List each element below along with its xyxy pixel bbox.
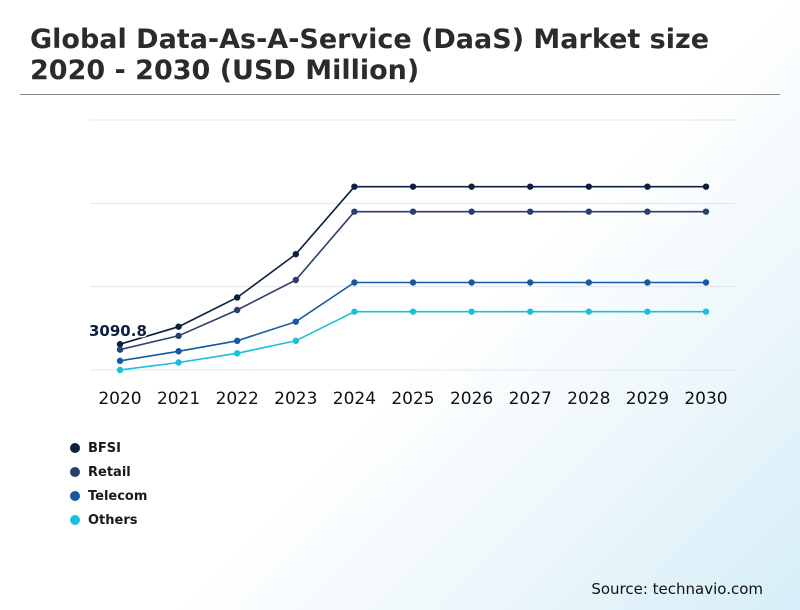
data-point-others-2026[interactable] — [468, 308, 475, 315]
x-tick-label: 2030 — [684, 389, 727, 409]
data-point-bfsi-2026[interactable] — [468, 183, 475, 190]
annotations: 3090.8 — [88, 321, 149, 342]
x-tick-label: 2021 — [157, 389, 200, 409]
data-point-retail-2026[interactable] — [468, 208, 475, 215]
data-point-retail-2022[interactable] — [234, 306, 241, 314]
data-point-bfsi-2028[interactable] — [585, 183, 592, 190]
x-tick-label: 2025 — [391, 389, 434, 409]
data-point-bfsi-2020[interactable] — [116, 341, 124, 348]
data-point-others-2023[interactable] — [292, 337, 299, 345]
data-point-retail-2028[interactable] — [585, 208, 592, 215]
legend-label: Others — [88, 512, 138, 528]
data-point-others-2027[interactable] — [527, 308, 534, 315]
data-point-retail-2025[interactable] — [409, 208, 417, 215]
data-point-others-2021[interactable] — [175, 359, 182, 366]
data-point-telecom-2023[interactable] — [292, 318, 299, 325]
x-tick-label: 2020 — [98, 389, 141, 409]
data-point-bfsi-2021[interactable] — [175, 323, 182, 330]
data-point-retail-2023[interactable] — [292, 276, 299, 284]
data-point-bfsi-2030[interactable] — [702, 183, 710, 190]
data-point-others-2028[interactable] — [585, 308, 592, 315]
data-point-others-2024[interactable] — [351, 308, 358, 315]
legend-marker — [70, 491, 80, 501]
legend-marker — [70, 443, 80, 453]
data-point-bfsi-2022[interactable] — [234, 294, 241, 301]
data-point-retail-2030[interactable] — [702, 208, 710, 215]
legend-item-retail[interactable]: Retail — [70, 460, 147, 484]
legend-label: BFSI — [88, 440, 121, 456]
series-line-others[interactable] — [119, 310, 706, 371]
data-point-bfsi-2027[interactable] — [527, 183, 534, 190]
gridlines — [90, 119, 736, 371]
x-tick-label: 2028 — [567, 389, 610, 409]
data-point-telecom-2028[interactable] — [585, 279, 592, 286]
data-point-telecom-2024[interactable] — [351, 279, 358, 286]
legend-item-others[interactable]: Others — [70, 508, 147, 532]
x-tick-label: 2022 — [216, 389, 259, 409]
data-point-telecom-2027[interactable] — [527, 279, 534, 286]
title-divider — [20, 94, 780, 95]
data-point-others-2022[interactable] — [234, 350, 241, 357]
data-label: 3090.8 — [89, 322, 147, 340]
legend-marker — [70, 515, 80, 525]
data-point-bfsi-2029[interactable] — [644, 183, 651, 190]
series-line-telecom[interactable] — [119, 281, 706, 362]
data-point-telecom-2030[interactable] — [702, 279, 710, 286]
data-point-others-2020[interactable] — [116, 366, 124, 374]
data-point-bfsi-2025[interactable] — [409, 183, 417, 190]
data-point-telecom-2026[interactable] — [468, 279, 475, 286]
x-tick-label: 2024 — [333, 389, 376, 409]
chart-title: Global Data-As-A-Service (DaaS) Market s… — [30, 24, 710, 86]
data-point-telecom-2020[interactable] — [116, 357, 124, 365]
legend-label: Retail — [88, 464, 131, 480]
data-point-retail-2021[interactable] — [175, 332, 182, 340]
data-point-retail-2024[interactable] — [351, 208, 358, 215]
data-point-retail-2020[interactable] — [116, 346, 124, 353]
legend-item-telecom[interactable]: Telecom — [70, 484, 147, 508]
data-point-telecom-2025[interactable] — [409, 279, 417, 286]
data-point-telecom-2021[interactable] — [175, 348, 182, 355]
legend-item-bfsi[interactable]: BFSI — [70, 436, 147, 460]
data-point-telecom-2022[interactable] — [234, 337, 241, 345]
legend: BFSI Retail Telecom Others — [70, 436, 147, 532]
x-tick-label: 2026 — [450, 389, 493, 409]
x-tick-label: 2029 — [626, 389, 669, 409]
x-tick-label: 2027 — [509, 389, 552, 409]
data-points — [116, 183, 710, 374]
source-credit[interactable]: Source: technavio.com — [591, 580, 763, 598]
data-point-others-2025[interactable] — [409, 308, 417, 315]
data-point-bfsi-2023[interactable] — [292, 250, 299, 258]
data-point-retail-2029[interactable] — [644, 208, 651, 215]
data-point-bfsi-2024[interactable] — [351, 183, 358, 190]
data-point-others-2029[interactable] — [644, 308, 651, 315]
data-point-others-2030[interactable] — [702, 308, 710, 315]
legend-marker — [70, 467, 80, 477]
data-point-retail-2027[interactable] — [527, 208, 534, 215]
x-axis-ticks: 2020 2021 2022 2023 2024 2025 2026 2027 2028 2029… — [98, 389, 727, 409]
x-tick-label: 2023 — [274, 389, 317, 409]
legend-label: Telecom — [88, 488, 148, 504]
data-point-telecom-2029[interactable] — [644, 279, 651, 286]
